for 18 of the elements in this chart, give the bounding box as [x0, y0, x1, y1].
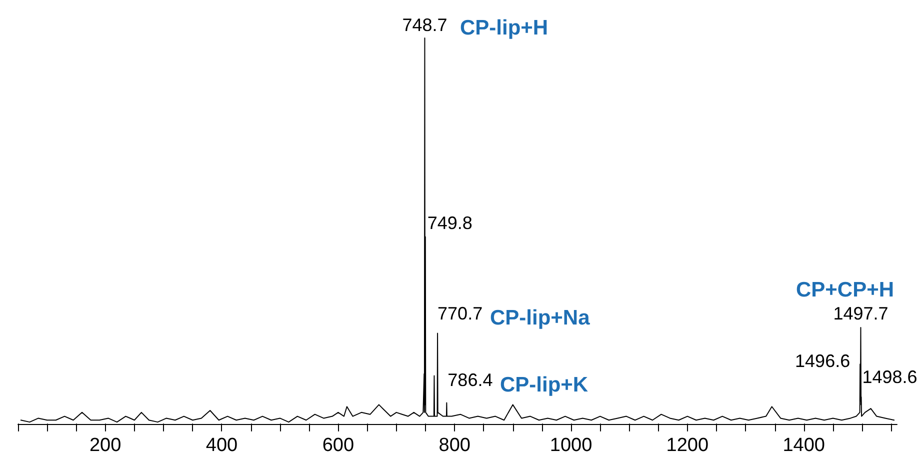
x-tick-label: 200	[89, 435, 122, 456]
x-tick-label: 1000	[550, 435, 592, 456]
annotation: CP+CP+H	[796, 278, 894, 302]
x-tick-label: 400	[206, 435, 238, 456]
annotation: 1496.6	[795, 351, 850, 372]
x-tick-label: 800	[438, 435, 470, 456]
annotation: CP-lip+Na	[490, 306, 590, 330]
annotation: 786.4	[448, 370, 493, 390]
annotation: CP-lip+K	[500, 374, 588, 396]
annotation: 1497.7	[833, 304, 888, 324]
annotation: 1498.6	[862, 366, 918, 387]
annotation: 748.7	[402, 15, 448, 35]
annotation: CP-lip+H	[460, 16, 548, 40]
x-tick-label: 1200	[666, 435, 709, 456]
annotation: 749.8	[427, 212, 472, 233]
x-tick-label: 1400	[782, 435, 825, 456]
annotation: 770.7	[438, 303, 483, 324]
x-tick-label: 600	[322, 435, 354, 456]
